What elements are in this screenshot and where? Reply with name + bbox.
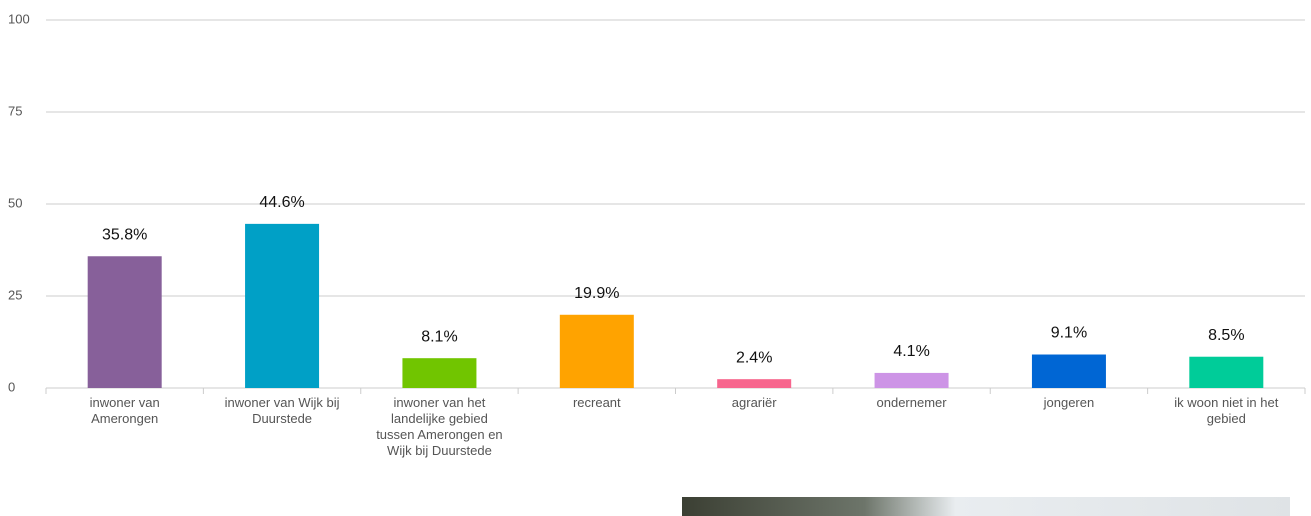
x-tick-label: ik woon niet in het gebied [1174,395,1279,426]
value-label: 2.4% [736,349,772,366]
bar [874,372,949,388]
y-tick-label: 25 [8,287,22,302]
x-tick-label: jongeren [1043,395,1095,410]
value-label: 44.6% [259,194,304,211]
bar [1031,354,1106,388]
value-label: 35.8% [102,226,147,243]
x-tick-label: recreant [572,395,621,410]
bar [245,223,320,388]
value-label: 19.9% [574,285,619,302]
bar [717,379,792,388]
bar [402,358,477,388]
y-tick-label: 100 [8,11,30,26]
x-tick-label: inwoner van Wijk bij Duurstede [224,395,340,426]
bar [1189,356,1264,388]
y-tick-label: 0 [8,379,15,394]
photo [682,497,1290,516]
y-tick-label: 50 [8,195,22,210]
bar [87,256,162,388]
value-label: 8.5% [1208,327,1244,344]
x-tick-label: inwoner van Amerongen [89,395,160,426]
value-label: 9.1% [1051,325,1087,342]
value-label: 4.1% [893,343,929,360]
y-tick-label: 75 [8,103,22,118]
x-tick-label: agrariër [731,395,777,410]
value-label: 8.1% [421,328,457,345]
x-tick-label: inwoner van het landelijke gebied tussen… [376,395,503,458]
x-tick-label: ondernemer [876,395,947,410]
bar [559,314,634,388]
